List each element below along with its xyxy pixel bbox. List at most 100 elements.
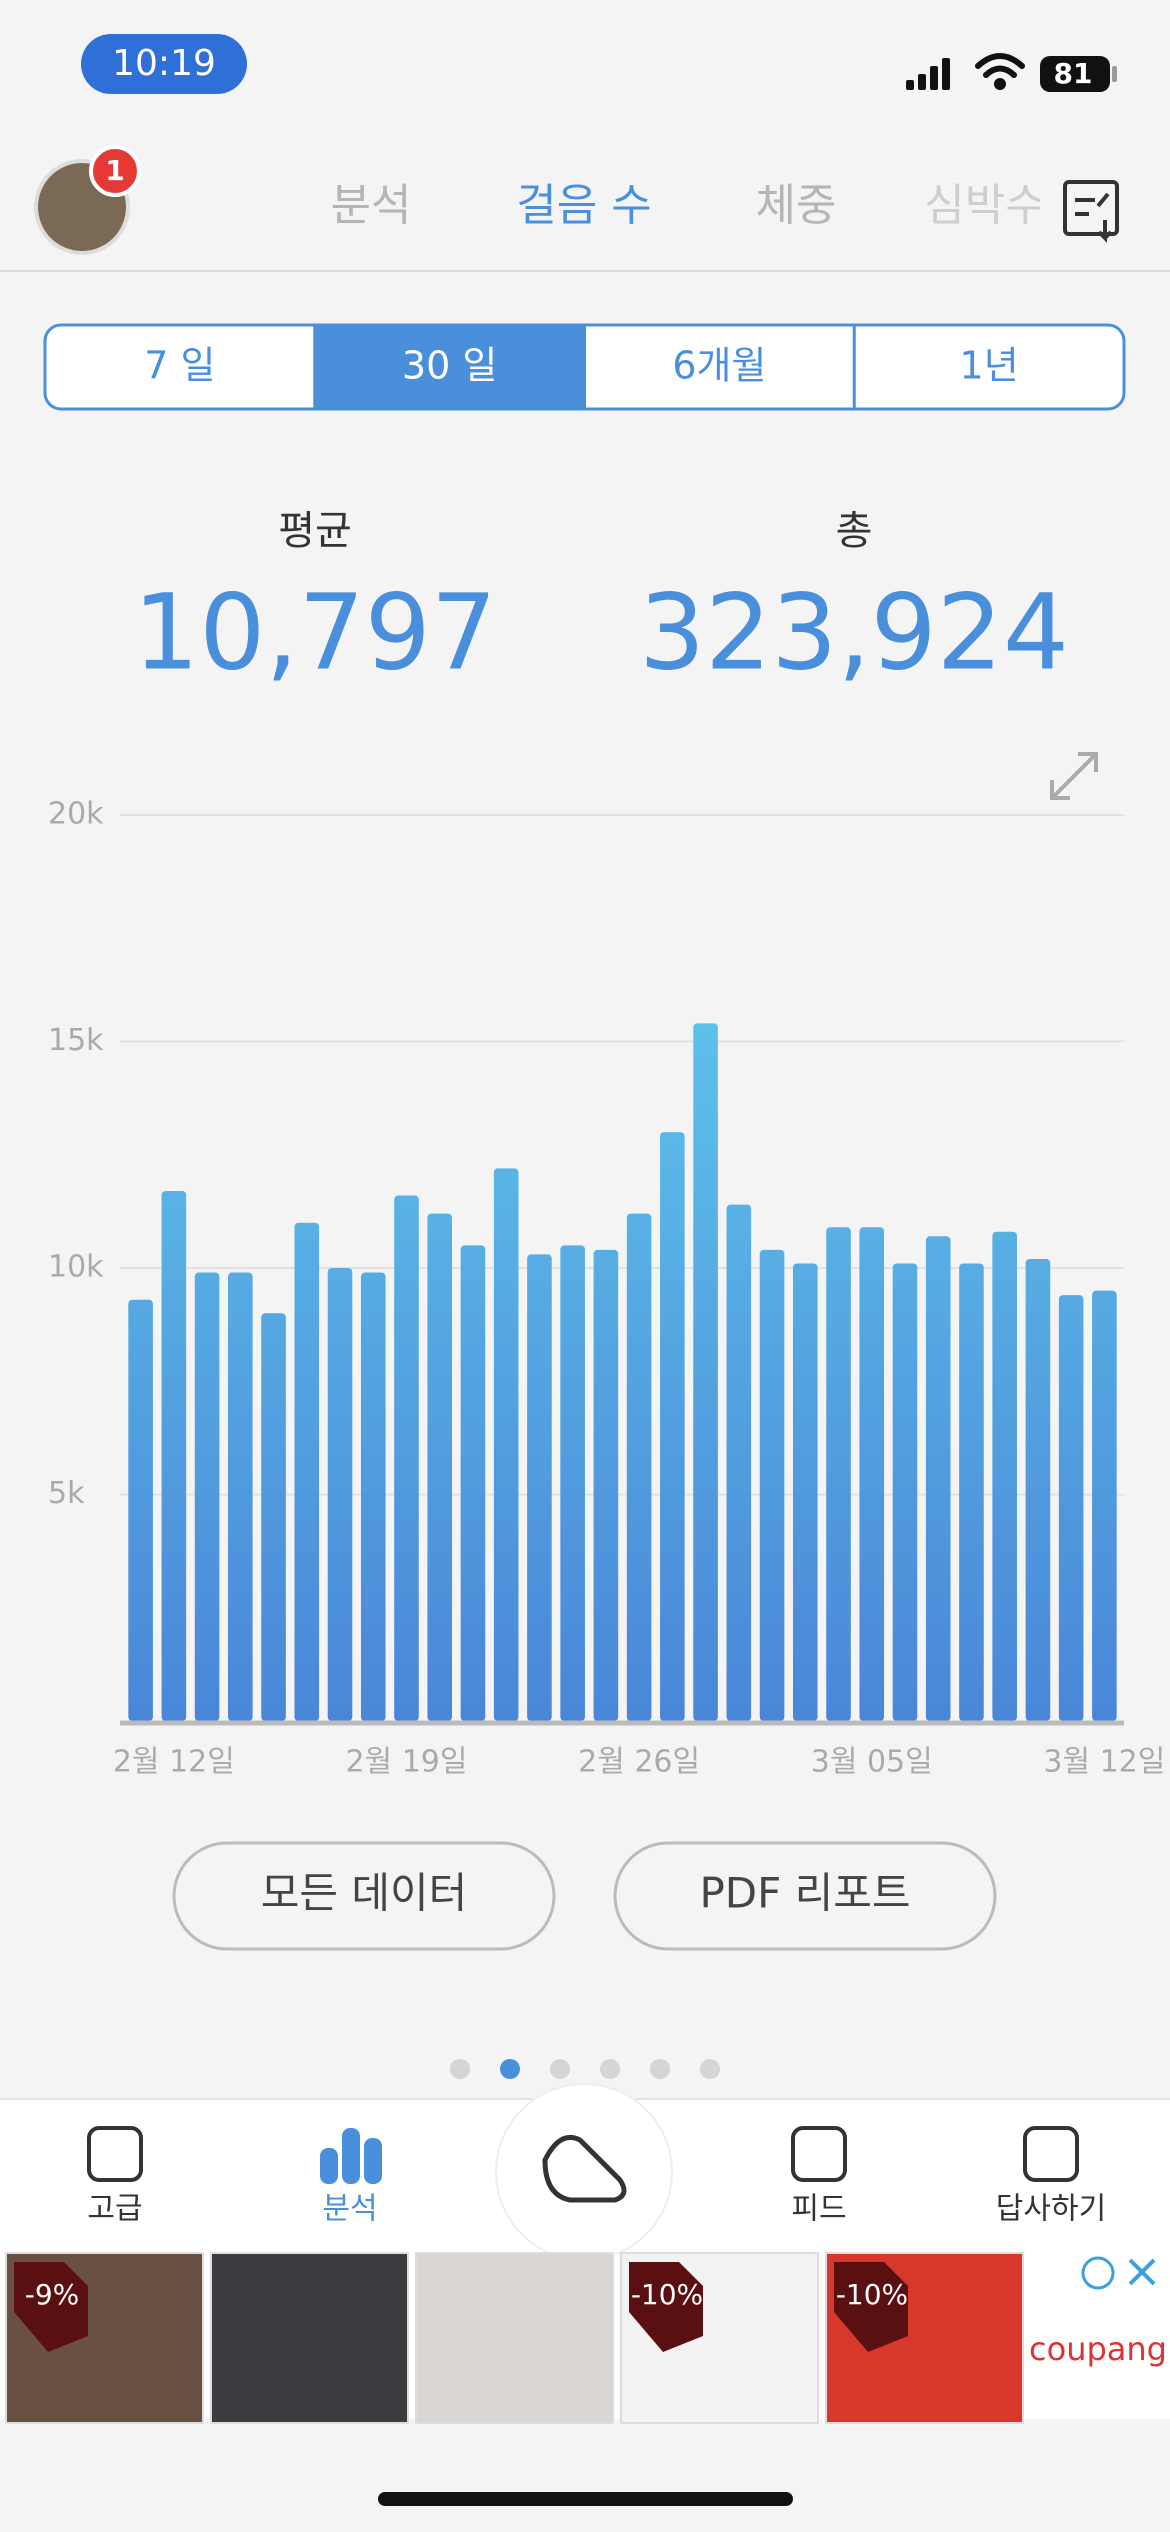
nav-icon <box>791 2126 847 2182</box>
ad-thumbnail[interactable] <box>415 2252 614 2424</box>
bar <box>460 1245 486 1721</box>
time-pill <box>81 34 247 94</box>
nav-label[interactable]: 분석 <box>322 2192 377 2227</box>
bar <box>128 1299 153 1721</box>
bar <box>992 1231 1017 1721</box>
bar <box>693 1023 718 1721</box>
stats: 평균 10,797 총 323,924 <box>133 508 1069 693</box>
y-tick-label: 15k <box>48 1023 104 1058</box>
pager-dot <box>650 2059 670 2079</box>
bar <box>626 1213 652 1721</box>
bar <box>560 1245 585 1721</box>
pager-dot <box>700 2059 720 2079</box>
bar <box>194 1272 220 1721</box>
x-tick-label: 2월 26일 <box>578 1745 700 1780</box>
nav-label[interactable]: 피드 <box>791 2192 846 2227</box>
nav-label[interactable]: 고급 <box>87 2192 142 2227</box>
stat-value: 10,797 <box>133 571 497 693</box>
tab[interactable]: 심박수 <box>924 180 1045 231</box>
bar <box>527 1254 552 1721</box>
discount-badge <box>629 2262 703 2352</box>
bar <box>261 1313 286 1721</box>
badge-count: 1 <box>105 154 124 187</box>
x-tick-label: 2월 12일 <box>113 1745 235 1780</box>
discount-badge <box>14 2262 88 2352</box>
period-option[interactable]: 30 일 <box>402 344 497 388</box>
nav-icon-bar <box>342 2128 360 2184</box>
period-option[interactable]: 7 일 <box>144 344 215 388</box>
tab-bar: 분석 걸음 수 체중 심박수 <box>331 180 1045 231</box>
pager <box>450 2059 720 2079</box>
status-time: 10:19 <box>112 43 216 84</box>
battery <box>1040 56 1110 92</box>
bar <box>1025 1258 1051 1721</box>
expand-icon[interactable] <box>1050 752 1098 800</box>
tab[interactable]: 분석 <box>331 180 412 231</box>
center-button[interactable] <box>495 2083 673 2261</box>
bar <box>228 1272 253 1721</box>
discount-label: -10% <box>631 2278 703 2311</box>
period-option[interactable]: 6개월 <box>672 344 766 388</box>
discount-label: -9% <box>25 2278 80 2311</box>
pager-dot <box>500 2059 520 2079</box>
bar <box>660 1132 685 1721</box>
button-label: PDF 리포트 <box>699 1869 910 1918</box>
shoe-icon <box>542 2135 627 2203</box>
y-tick-label: 20k <box>48 797 104 832</box>
action-button[interactable] <box>172 1841 556 1951</box>
y-tick-label: 10k <box>48 1250 104 1285</box>
tab[interactable]: 체중 <box>756 180 837 231</box>
bar <box>726 1204 752 1721</box>
pager-dot <box>550 2059 570 2079</box>
ad-close[interactable] <box>1128 2258 1156 2286</box>
ad-brand: coupang <box>1029 2330 1167 2368</box>
ad-thumbnail[interactable] <box>210 2252 409 2424</box>
discount-label: -10% <box>836 2278 908 2311</box>
period-option[interactable]: 1년 <box>960 344 1019 388</box>
x-tick-label: 2월 19일 <box>345 1745 467 1780</box>
bar <box>859 1227 885 1721</box>
bar <box>959 1263 984 1721</box>
bar <box>925 1236 951 1721</box>
bar <box>394 1195 419 1721</box>
ad-banner: -9% -10% -10% coupang <box>5 2252 1167 2424</box>
x-tick-label: 3월 12일 <box>1043 1745 1165 1780</box>
nav-items: 고급 분석 피드 답사하기 <box>87 2126 1106 2227</box>
pager-dot <box>600 2059 620 2079</box>
bar <box>759 1249 785 1721</box>
ad-info <box>1081 2256 1115 2290</box>
stat-label: 평균 <box>278 508 352 554</box>
home-indicator <box>378 2492 793 2506</box>
x-tick-label: 3월 05일 <box>811 1745 933 1780</box>
bar <box>792 1263 818 1721</box>
stat-value: 323,924 <box>639 571 1069 693</box>
bar <box>327 1268 353 1721</box>
bar <box>593 1249 619 1721</box>
wifi-icon <box>975 53 1025 90</box>
nav-icon-bar <box>364 2138 382 2184</box>
nav-icon <box>1023 2126 1079 2182</box>
bar <box>493 1168 519 1721</box>
bar <box>1058 1295 1084 1721</box>
bar <box>360 1272 386 1721</box>
battery-level: 81 <box>1054 57 1093 90</box>
tab[interactable]: 걸음 수 <box>516 180 651 231</box>
action-button[interactable] <box>613 1841 997 1951</box>
stat-label: 총 <box>836 508 873 554</box>
discount-badge <box>834 2262 908 2352</box>
action-buttons: 모든 데이터 PDF 리포트 <box>172 1841 997 1951</box>
chart: 5k 10k 15k 20k 2월 12일 2월 19일 2월 26일 3월 05일 3월 12… <box>48 797 1165 1780</box>
signal-icon <box>906 58 950 90</box>
nav-icon <box>87 2126 143 2182</box>
pager-dot <box>450 2059 470 2079</box>
bar <box>294 1222 320 1721</box>
report-icon[interactable] <box>1063 180 1119 243</box>
bar <box>892 1263 918 1721</box>
bar <box>1092 1290 1117 1721</box>
selected-period <box>314 325 585 409</box>
battery-tip <box>1112 66 1117 82</box>
bar <box>427 1213 453 1721</box>
nav-label[interactable]: 답사하기 <box>996 2192 1106 2227</box>
